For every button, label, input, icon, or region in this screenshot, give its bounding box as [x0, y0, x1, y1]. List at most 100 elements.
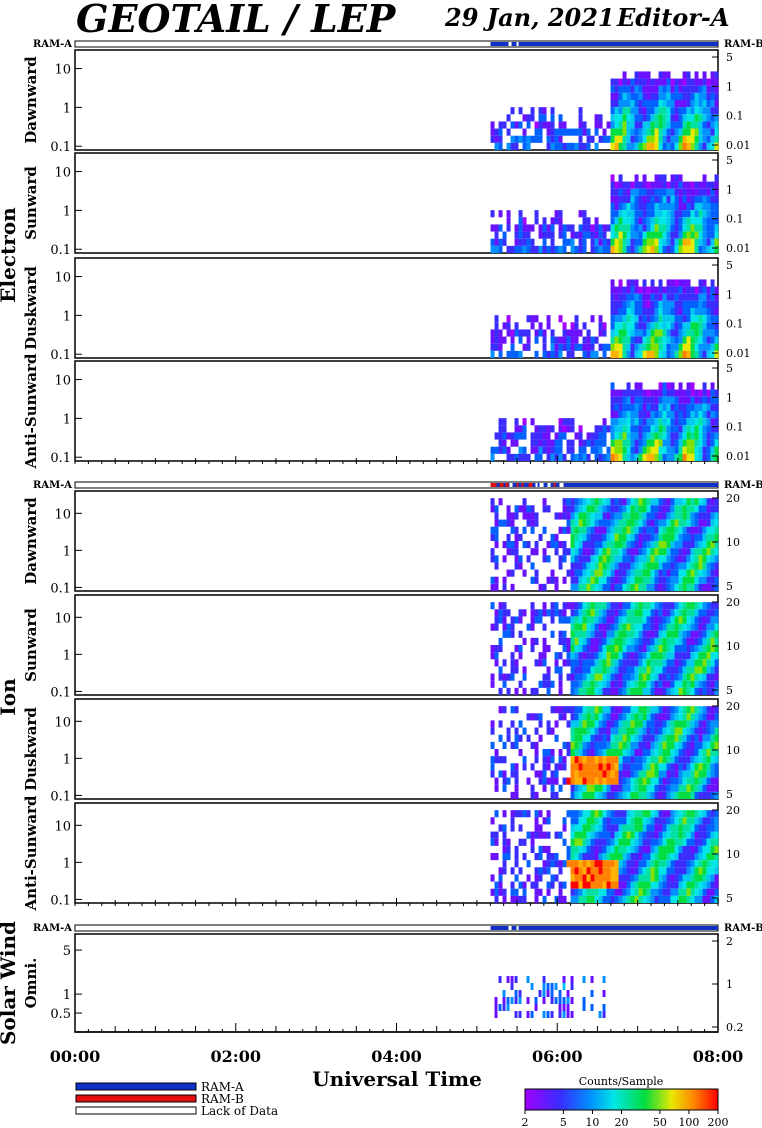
spectrogram-cell — [590, 1004, 594, 1011]
spectrogram-cell — [634, 78, 639, 86]
spectrogram-cell — [638, 623, 643, 631]
spectrogram-cell — [714, 519, 719, 527]
spectrogram-cell — [646, 315, 651, 323]
mode-bar-gap — [508, 42, 512, 46]
spectrogram-cell — [534, 609, 539, 617]
spectrogram-cell — [710, 562, 715, 570]
spectrogram-cell — [498, 734, 503, 742]
spectrogram-cell — [650, 720, 655, 728]
spectrogram-cell — [538, 720, 543, 728]
spectrogram-cell — [650, 817, 655, 825]
spectrogram-cell — [666, 238, 671, 246]
spectrogram-cell — [630, 831, 635, 839]
spectrogram-cell — [598, 512, 603, 520]
spectrogram-cell — [646, 734, 651, 742]
spectrogram-cell — [534, 881, 539, 889]
spectrogram-cell — [654, 224, 659, 232]
spectrogram-cell — [614, 777, 619, 785]
spectrogram-cell — [582, 562, 587, 570]
spectrogram-cell — [534, 810, 539, 818]
spectrogram-cell — [538, 867, 543, 875]
spectrogram-cell — [542, 983, 546, 990]
spectrogram-cell — [530, 576, 535, 584]
spectrogram-cell — [642, 308, 647, 316]
spectrogram-cell — [538, 432, 543, 440]
spectrogram-cell — [702, 602, 707, 610]
spectrogram-cell — [642, 810, 647, 818]
spectrogram-cell — [658, 505, 663, 513]
spectrogram-cell — [626, 734, 631, 742]
spectrogram-cell — [510, 976, 514, 983]
spectrogram-cell — [674, 195, 679, 203]
spectrogram-cell — [650, 860, 655, 868]
spectrogram-cell — [702, 652, 707, 660]
spectrogram-cell — [674, 425, 679, 433]
spectrogram-cell — [610, 279, 615, 287]
spectrogram-cell — [650, 602, 655, 610]
spectrogram-cell — [570, 245, 575, 253]
spectrogram-cell — [666, 831, 671, 839]
spectrogram-cell — [686, 300, 691, 308]
spectrogram-cell — [654, 128, 659, 136]
spectrogram-cell — [674, 569, 679, 577]
spectrogram-cell — [610, 895, 615, 903]
spectrogram-cell — [654, 322, 659, 330]
spectrogram-cell — [546, 322, 551, 330]
spectrogram-cell — [598, 322, 603, 330]
spectrogram-cell — [582, 659, 587, 667]
spectrogram-cell — [674, 860, 679, 868]
spectrogram-cell — [534, 315, 539, 323]
y-tick-label-right: 5 — [726, 259, 733, 272]
spectrogram-cell — [682, 895, 687, 903]
spectrogram-cell — [686, 85, 691, 93]
spectrogram-cell — [518, 997, 522, 1004]
spectrogram-cell — [558, 706, 563, 714]
spectrogram-cell — [658, 720, 663, 728]
spectrogram-cell — [602, 687, 607, 695]
spectrogram-cell — [546, 720, 551, 728]
spectrogram-cell — [582, 895, 587, 903]
y-tick-label-right: 20 — [726, 596, 740, 609]
spectrogram-cell — [654, 734, 659, 742]
x-axis-label: Universal Time — [312, 1067, 482, 1091]
spectrogram-cell — [494, 238, 499, 246]
spectrogram-cell — [646, 238, 651, 246]
spectrogram-cell — [698, 343, 703, 351]
spectrogram-cell — [694, 322, 699, 330]
spectrogram-cell — [494, 533, 499, 541]
spectrogram-cell — [670, 706, 675, 714]
spectrogram-cell — [706, 576, 711, 584]
spectrogram-cell — [594, 838, 599, 846]
spectrogram-cell — [686, 727, 691, 735]
spectrogram-cell — [698, 85, 703, 93]
spectrogram-cell — [630, 569, 635, 577]
spectrogram-cell — [574, 687, 579, 695]
spectrogram-cell — [614, 741, 619, 749]
spectrogram-cell — [666, 498, 671, 506]
spectrogram-cell — [698, 784, 703, 792]
spectrogram-cell — [646, 231, 651, 239]
spectrogram-cell — [710, 680, 715, 688]
spectrogram-cell — [546, 245, 551, 253]
spectrogram-cell — [586, 224, 591, 232]
spectrogram-cell — [670, 888, 675, 896]
spectrogram-cell — [634, 548, 639, 556]
spectrogram-cell — [586, 874, 591, 882]
spectrogram-cell — [622, 831, 627, 839]
spectrogram-cell — [686, 583, 691, 591]
spectrogram-cell — [574, 817, 579, 825]
spectrogram-cell — [698, 687, 703, 695]
spectrogram-cell — [686, 195, 691, 203]
spectrogram-cell — [590, 245, 595, 253]
spectrogram-cell — [654, 637, 659, 645]
spectrogram-cell — [706, 512, 711, 520]
spectrogram-cell — [578, 895, 583, 903]
spectrogram-cell — [550, 217, 555, 225]
spectrogram-cell — [530, 548, 535, 556]
spectrogram-cell — [654, 673, 659, 681]
y-tick-label-left: 0.1 — [50, 893, 71, 908]
spectrogram-cell — [602, 555, 607, 563]
spectrogram-cell — [578, 756, 583, 764]
spectrogram-cell — [666, 630, 671, 638]
spectrogram-cell — [690, 411, 695, 419]
